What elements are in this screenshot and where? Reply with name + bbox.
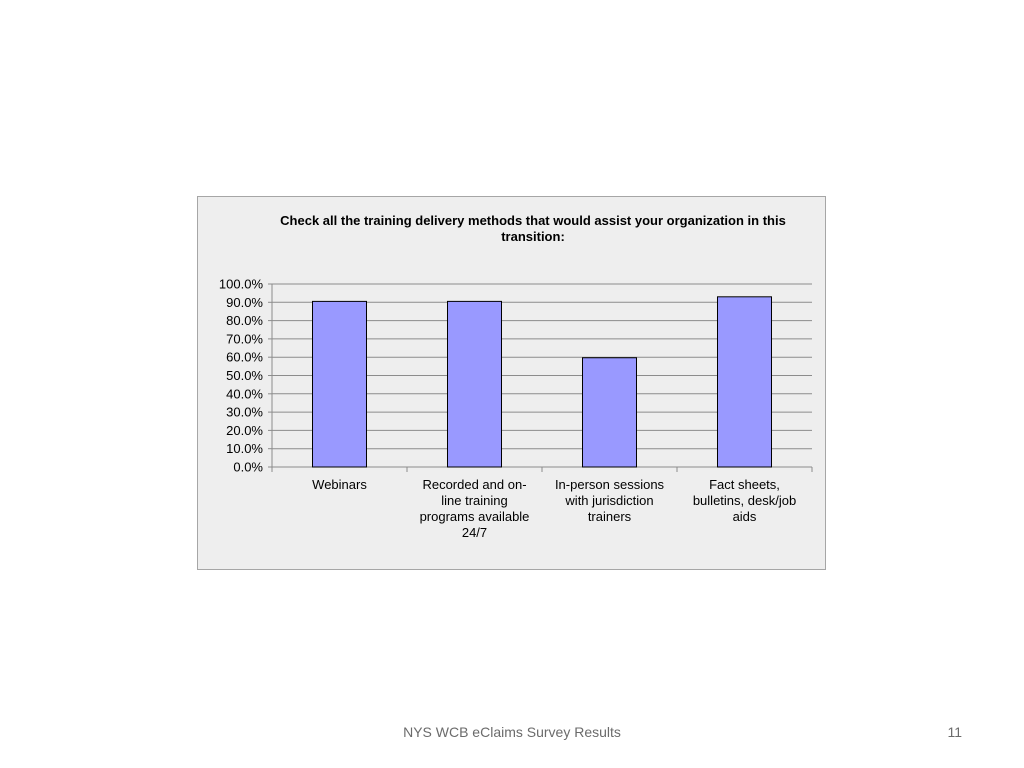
x-tick-label: 24/7 bbox=[462, 525, 487, 540]
x-tick-label: In-person sessions bbox=[555, 477, 665, 492]
bar bbox=[312, 300, 367, 468]
x-tick-label: bulletins, desk/job bbox=[693, 493, 796, 508]
bar bbox=[582, 357, 637, 468]
y-tick-label: 50.0% bbox=[226, 368, 263, 383]
x-tick-label: Fact sheets, bbox=[709, 477, 780, 492]
y-tick-label: 90.0% bbox=[226, 295, 263, 310]
x-tick-label: Recorded and on- bbox=[422, 477, 526, 492]
y-tick-label: 80.0% bbox=[226, 313, 263, 328]
chart-title: Check all the training delivery methods … bbox=[280, 213, 786, 244]
chart-frame: Check all the training delivery methods … bbox=[197, 196, 826, 570]
y-tick-label: 30.0% bbox=[226, 405, 263, 420]
x-tick-label: with jurisdiction bbox=[564, 493, 653, 508]
y-tick-label: 100.0% bbox=[219, 277, 264, 292]
bar bbox=[447, 300, 502, 468]
y-tick-label: 10.0% bbox=[226, 441, 263, 456]
x-tick-label: line training bbox=[441, 493, 508, 508]
x-tick-label: aids bbox=[733, 509, 757, 524]
y-tick-label: 60.0% bbox=[226, 350, 263, 365]
bar bbox=[717, 296, 772, 468]
x-tick-label: Webinars bbox=[312, 477, 367, 492]
y-tick-label: 40.0% bbox=[226, 386, 263, 401]
y-tick-label: 20.0% bbox=[226, 423, 263, 438]
page-number: 11 bbox=[947, 724, 962, 740]
x-tick-label: trainers bbox=[588, 509, 632, 524]
bar-chart: 0.0% 10.0% 20.0% 30.0% 40.0% 50.0% 60.0% 70.0% 8… bbox=[219, 277, 813, 540]
footer-title: NYS WCB eClaims Survey Results bbox=[403, 724, 621, 740]
y-tick-label: 70.0% bbox=[226, 331, 263, 346]
y-tick-label: 0.0% bbox=[233, 460, 263, 475]
x-tick-label: programs available bbox=[420, 509, 530, 524]
